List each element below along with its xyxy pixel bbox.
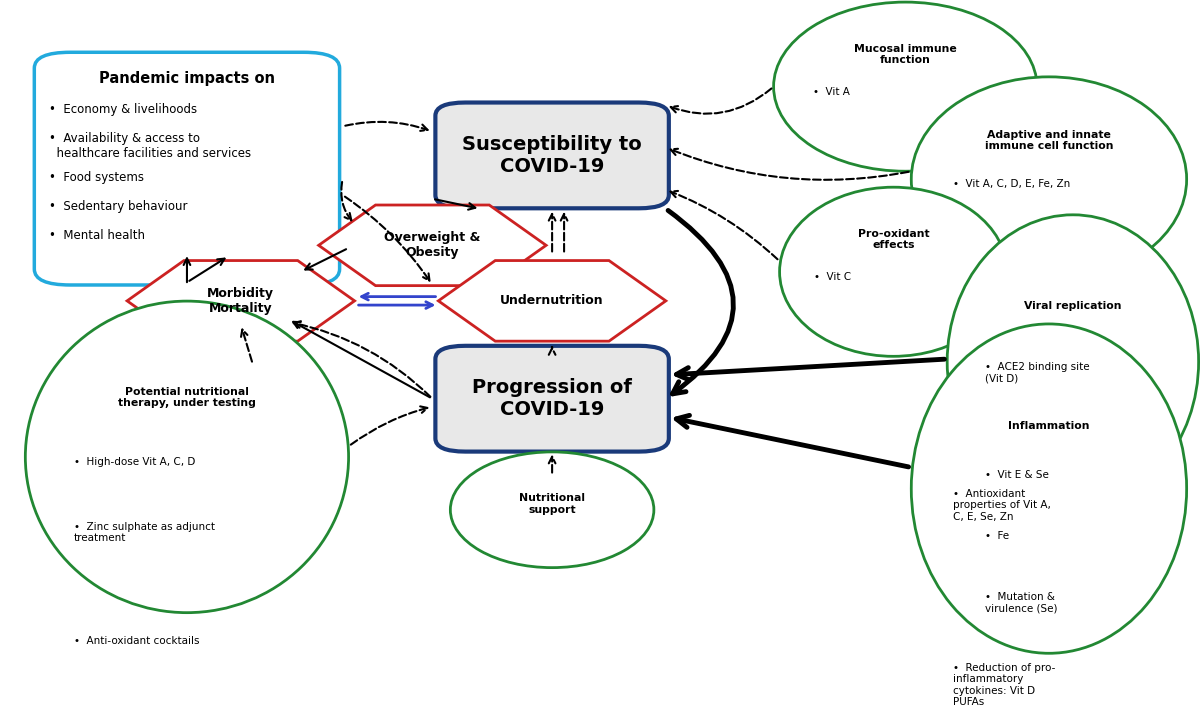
Text: •  Fe: • Fe [985, 531, 1009, 541]
Text: Viral replication: Viral replication [1024, 301, 1122, 311]
Ellipse shape [450, 452, 654, 568]
Text: •  Vit A, C, D, E, Fe, Zn: • Vit A, C, D, E, Fe, Zn [953, 179, 1070, 189]
Text: •  Vit A: • Vit A [814, 87, 850, 97]
Ellipse shape [911, 77, 1187, 282]
Text: •  Vit C: • Vit C [814, 272, 851, 282]
Ellipse shape [774, 2, 1037, 171]
Polygon shape [438, 260, 666, 341]
Text: •  Mutation &
virulence (Se): • Mutation & virulence (Se) [985, 592, 1057, 614]
Text: •  Mental health: • Mental health [49, 230, 145, 242]
Text: •  High-dose Vit A, C, D: • High-dose Vit A, C, D [74, 457, 196, 467]
Text: Inflammation: Inflammation [1008, 421, 1090, 431]
Text: Morbidity
Mortality: Morbidity Mortality [208, 287, 275, 315]
Text: •  Antioxidant
properties of Vit A,
C, E, Se, Zn: • Antioxidant properties of Vit A, C, E,… [953, 488, 1050, 522]
Text: •  Vit E & Se: • Vit E & Se [985, 470, 1049, 480]
Polygon shape [319, 205, 546, 286]
Text: •  ACE2 binding site
(Vit D): • ACE2 binding site (Vit D) [985, 361, 1090, 384]
Text: •  Anti-oxidant cocktails: • Anti-oxidant cocktails [74, 636, 199, 646]
Text: •  Availability & access to
  healthcare facilities and services: • Availability & access to healthcare fa… [49, 132, 251, 160]
Text: •  Zinc sulphate as adjunct
treatment: • Zinc sulphate as adjunct treatment [74, 522, 215, 543]
Ellipse shape [911, 324, 1187, 653]
Text: Adaptive and innate
immune cell function: Adaptive and innate immune cell function [985, 130, 1114, 151]
Text: Mucosal immune
function: Mucosal immune function [854, 43, 956, 66]
FancyBboxPatch shape [436, 103, 668, 208]
Text: •  Reduction of pro-
inflammatory
cytokines: Vit D
PUFAs: • Reduction of pro- inflammatory cytokin… [953, 662, 1055, 707]
Text: Susceptibility to
COVID-19: Susceptibility to COVID-19 [462, 135, 642, 176]
Text: Nutritional
support: Nutritional support [520, 493, 586, 515]
Ellipse shape [780, 188, 1007, 356]
Text: Pro-oxidant
effects: Pro-oxidant effects [858, 229, 929, 250]
Text: Potential nutritional
therapy, under testing: Potential nutritional therapy, under tes… [118, 387, 256, 409]
Text: Pandemic impacts on: Pandemic impacts on [98, 71, 275, 86]
Text: Undernutrition: Undernutrition [500, 294, 604, 307]
Ellipse shape [947, 215, 1199, 508]
FancyBboxPatch shape [436, 346, 668, 451]
FancyBboxPatch shape [35, 52, 340, 285]
Text: •  Food systems: • Food systems [49, 171, 144, 184]
Ellipse shape [25, 301, 348, 612]
Text: Overweight &
Obesity: Overweight & Obesity [384, 231, 480, 260]
Text: Progression of
COVID-19: Progression of COVID-19 [472, 378, 632, 419]
Text: •  Sedentary behaviour: • Sedentary behaviour [49, 200, 187, 213]
Polygon shape [127, 260, 354, 341]
Text: •  Economy & livelihoods: • Economy & livelihoods [49, 103, 197, 116]
